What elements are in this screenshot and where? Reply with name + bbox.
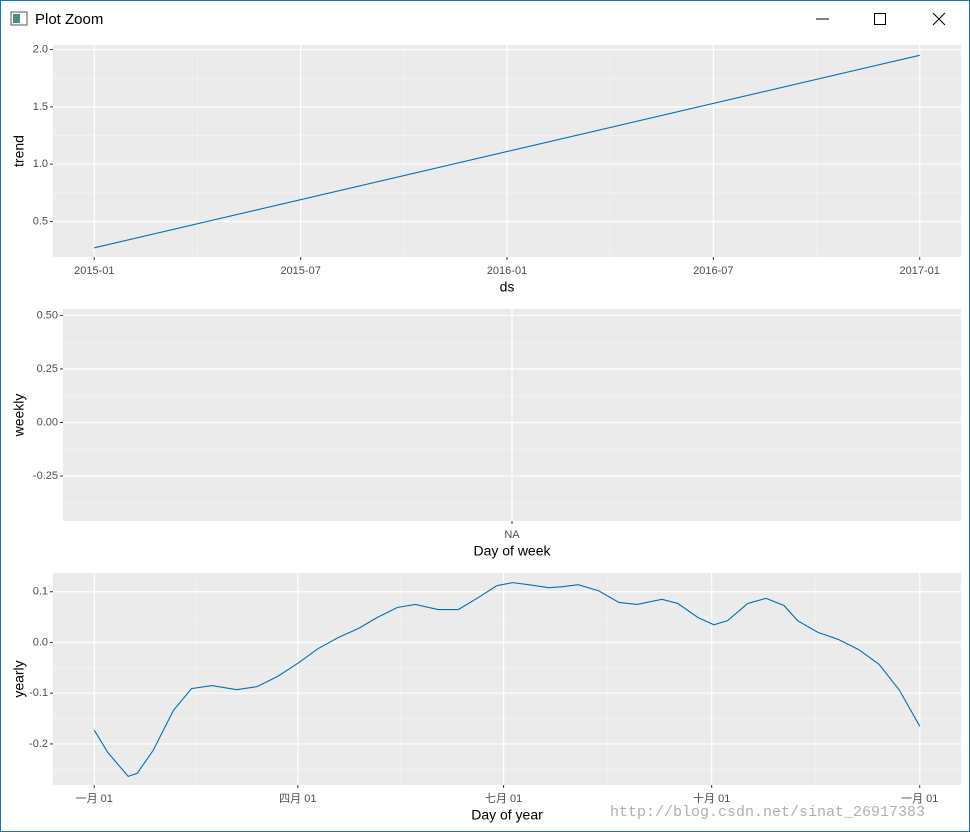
y-tick-label: 0.50 (37, 309, 58, 321)
x-tick-label: 2015-07 (280, 265, 320, 277)
x-axis-title: Day of year (471, 807, 543, 823)
y-tick-label: 2.0 (33, 43, 48, 55)
y-tick-label: 1.5 (33, 101, 48, 113)
panel-background (53, 573, 961, 785)
y-axis-title: trend (11, 135, 27, 167)
x-axis-title: Day of week (473, 543, 551, 559)
y-tick-label: 0.1 (33, 586, 48, 598)
x-tick-label: 2017-01 (900, 265, 940, 277)
x-tick-label: 一月 01 (76, 793, 113, 805)
y-axis-title: yearly (11, 660, 27, 697)
maximize-button[interactable] (874, 13, 886, 25)
window-title: Plot Zoom (35, 11, 103, 28)
y-tick-label: -0.25 (33, 470, 58, 482)
x-tick-label: 2016-01 (487, 265, 527, 277)
x-tick-label: 七月 01 (485, 792, 522, 805)
x-tick-label: 一月 01 (901, 793, 938, 805)
close-button[interactable] (932, 12, 946, 26)
trend-line (93, 582, 921, 778)
y-tick-label: 0.00 (37, 416, 58, 428)
x-tick-label: 2015-01 (74, 265, 114, 277)
x-axis-title: ds (500, 279, 515, 295)
x-tick-label: 四月 01 (279, 793, 316, 805)
trend-line (94, 54, 920, 249)
y-tick-label: 0.25 (37, 363, 58, 375)
y-tick-label: 1.0 (33, 158, 48, 170)
title-icon (10, 11, 28, 26)
y-axis-title: weekly (11, 394, 27, 438)
y-tick-label: -0.1 (29, 687, 48, 699)
x-tick-label: 2016-07 (693, 265, 733, 277)
y-tick-label: 0.0 (33, 636, 48, 648)
y-tick-label: 0.5 (33, 215, 48, 227)
watermark: http://blog.csdn.net/sinat_26917383 (610, 804, 925, 821)
y-tick-label: -0.2 (29, 738, 48, 750)
x-tick-label: NA (504, 529, 520, 541)
x-tick-label: 十月 01 (693, 791, 730, 805)
